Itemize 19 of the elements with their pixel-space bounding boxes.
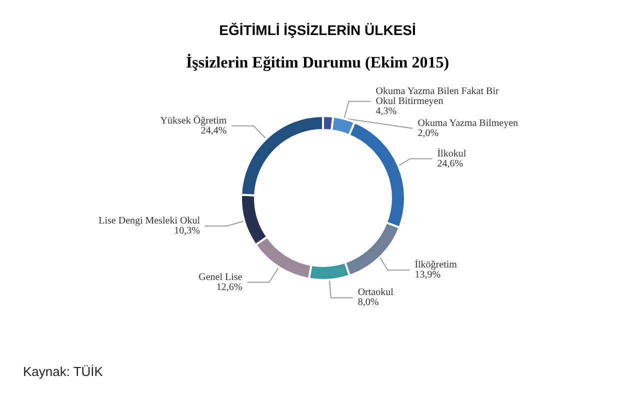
data-label: 2,0% <box>418 128 439 139</box>
text: Kaynak: TÜİK <box>23 364 104 379</box>
data-label: 12,6% <box>216 282 242 293</box>
data-label: 13,9% <box>414 270 441 281</box>
data-label: 24,6% <box>437 158 464 170</box>
data-label: 4,3% <box>376 106 397 117</box>
chart-title: EĞİTİMLİ İŞSİZLERİN ÜLKESİ <box>219 22 416 38</box>
data-label: 24,4% <box>200 125 227 136</box>
chart-subtitle: İşsizlerin Eğitim Durumu (Ekim 2015) <box>186 54 450 72</box>
slice-label: Lise Dengi Mesleki Okul <box>98 216 200 227</box>
data-label: 8,0% <box>358 297 379 308</box>
slice-label: Okuma Yazma Bilen Fakat Bir Okul Bitirmeyen <box>376 86 502 107</box>
slice-label: İlkokul <box>437 147 466 160</box>
slice-label: Genel Lise <box>198 272 243 283</box>
slice-label: Ortaokul <box>358 287 394 298</box>
slice-label: Okuma Yazma Bilmeyen <box>418 118 518 129</box>
slice-label: İlköğretim <box>414 258 458 271</box>
data-label: 10,3% <box>174 226 200 237</box>
slice-label: Yüksek Öğretim <box>160 114 227 126</box>
